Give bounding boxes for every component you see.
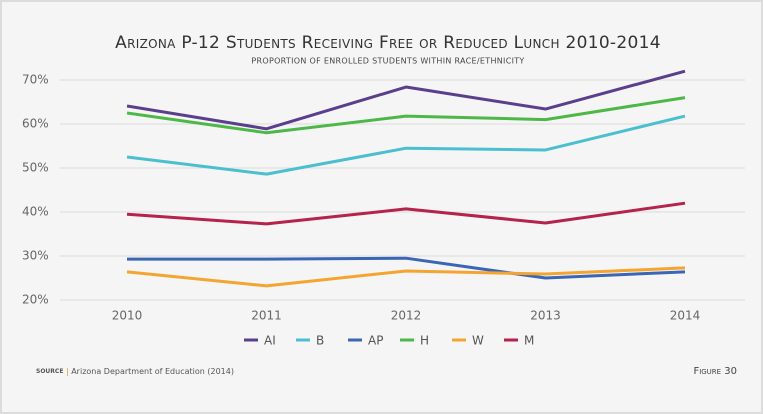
legend-label: AP [368,334,383,348]
y-tick-label: 20% [22,293,49,307]
source-label: source [36,368,63,375]
x-tick-label: 2011 [251,309,282,323]
y-tick-label: 70% [22,73,49,87]
separator: | [63,367,71,376]
y-tick-label: 50% [22,161,49,175]
legend-label: B [316,334,324,348]
x-tick-label: 2014 [670,309,701,323]
x-tick-label: 2013 [530,309,561,323]
series-line [126,114,686,176]
legend-label: H [420,334,429,348]
chart-subtitle: PROPORTION OF ENROLLED STUDENTS WITHIN R… [251,57,524,66]
y-tick-label: 60% [22,117,49,131]
series-line [126,69,686,131]
series-line [126,201,686,226]
legend-label: M [524,334,534,348]
series-line [127,256,686,280]
x-tick-label: 2010 [112,309,143,323]
source-text: Arizona Department of Education (2014) [71,367,234,376]
chart-title: Arizona P-12 Students Receiving Free or … [115,33,661,53]
y-tick-label: 40% [22,205,49,219]
series-line [126,96,686,135]
figure-label: Figure 30 [693,366,737,377]
source: source | Arizona Department of Education… [36,367,234,376]
legend-label: W [472,334,484,348]
y-tick-label: 30% [22,249,49,263]
series-line [126,266,686,288]
legend-label: AI [264,334,276,348]
x-tick-label: 2012 [391,309,422,323]
